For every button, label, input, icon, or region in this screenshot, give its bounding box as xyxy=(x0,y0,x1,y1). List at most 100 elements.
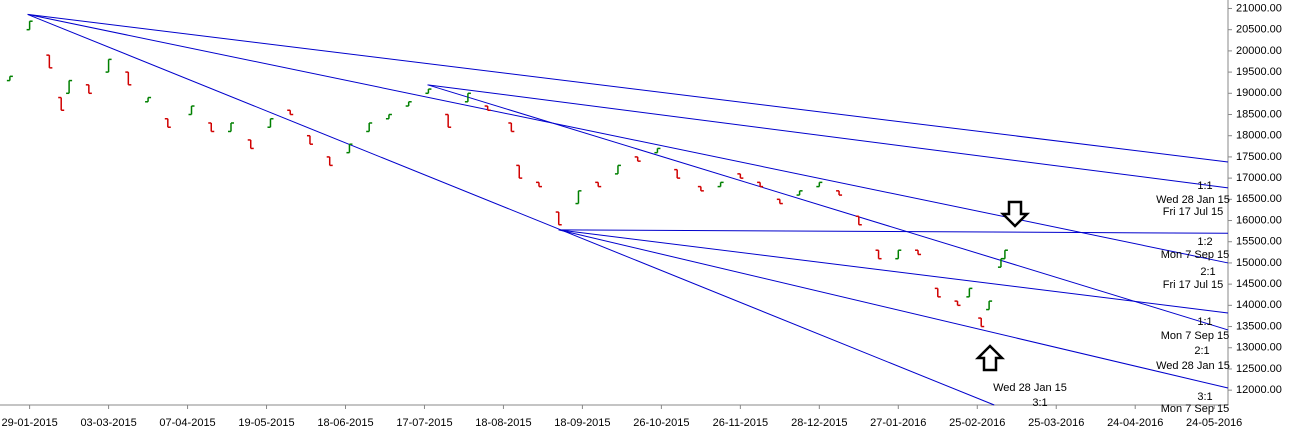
gann-label: Fri 17 Jul 15 xyxy=(1163,279,1224,291)
gann-label: Mon 7 Sep 15 xyxy=(1161,403,1230,415)
gann-label: 2:1 xyxy=(1194,345,1209,357)
x-tick-label: 26-10-2015 xyxy=(633,417,689,429)
price-bar xyxy=(915,249,922,256)
x-tick-label: 18-09-2015 xyxy=(554,417,610,429)
gann-label: 2:1 xyxy=(1200,266,1215,278)
price-bar xyxy=(267,117,274,128)
price-bar xyxy=(575,190,582,205)
x-tick-label: 24-05-2016 xyxy=(1186,417,1242,429)
gann-label: Mon 7 Sep 15 xyxy=(1161,330,1230,342)
price-bar xyxy=(145,96,152,103)
price-bar xyxy=(595,181,602,188)
y-tick-label: 20500.00 xyxy=(1236,24,1282,36)
gann-line xyxy=(27,13,995,406)
gann-line xyxy=(27,13,1229,264)
x-tick-label: 24-04-2016 xyxy=(1107,417,1163,429)
y-tick-label: 15500.00 xyxy=(1236,236,1282,248)
gann-label: 1:1 xyxy=(1197,316,1212,328)
price-bar xyxy=(757,181,764,188)
price-bar xyxy=(508,122,515,133)
gann-label: 3:1 xyxy=(1032,397,1047,409)
price-bar xyxy=(776,198,783,205)
price-bar xyxy=(954,300,961,307)
x-tick-label: 19-05-2015 xyxy=(238,417,294,429)
price-bar xyxy=(405,101,412,107)
price-bar xyxy=(796,190,803,196)
price-bar xyxy=(26,20,33,31)
price-bar xyxy=(614,164,621,175)
x-tick-label: 17-07-2015 xyxy=(396,417,452,429)
y-tick-label: 12500.00 xyxy=(1236,363,1282,375)
x-tick-label: 18-08-2015 xyxy=(475,417,531,429)
gann-line xyxy=(27,13,1229,163)
price-bar xyxy=(326,156,333,167)
price-bar xyxy=(895,249,902,260)
x-tick-label: 26-11-2015 xyxy=(713,417,768,429)
y-tick-label: 17000.00 xyxy=(1236,172,1282,184)
price-bar xyxy=(227,122,234,133)
price-bar xyxy=(535,181,542,188)
price-bar xyxy=(306,134,313,145)
gann-label: Wed 28 Jan 15 xyxy=(1156,194,1230,206)
y-tick-label: 13000.00 xyxy=(1236,342,1282,354)
price-bar xyxy=(855,215,862,226)
price-bar xyxy=(46,54,53,69)
y-tick-label: 15000.00 xyxy=(1236,257,1282,269)
x-tick-label: 25-02-2016 xyxy=(949,417,1005,429)
gann-label: 1:2 xyxy=(1197,236,1212,248)
price-bar xyxy=(697,185,704,192)
y-tick-label: 20000.00 xyxy=(1236,45,1282,57)
gann-line xyxy=(427,84,1229,189)
x-tick-label: 25-03-2016 xyxy=(1028,417,1084,429)
price-bar xyxy=(634,156,641,162)
y-tick-label: 14500.00 xyxy=(1236,278,1282,290)
price-bar xyxy=(287,109,294,116)
down-arrow xyxy=(999,200,1031,228)
price-bar xyxy=(385,113,392,120)
price-bar xyxy=(105,58,112,73)
price-bar xyxy=(836,190,843,196)
gann-label: Wed 28 Jan 15 xyxy=(993,382,1067,394)
x-tick-label: 03-03-2015 xyxy=(80,417,136,429)
price-bar xyxy=(464,92,471,103)
x-tick-label: 07-04-2015 xyxy=(159,417,215,429)
price-bar xyxy=(58,96,65,112)
y-tick-label: 19500.00 xyxy=(1236,66,1282,78)
price-bar xyxy=(654,147,661,154)
price-bar xyxy=(737,173,744,179)
price-bar xyxy=(986,300,993,311)
price-bar xyxy=(717,181,724,188)
price-bar xyxy=(188,105,195,116)
price-bar xyxy=(674,168,681,179)
price-bar xyxy=(208,122,215,133)
price-bar xyxy=(934,287,941,298)
gann-label: 1:1 xyxy=(1197,180,1212,192)
x-tick-label: 28-12-2015 xyxy=(791,417,847,429)
price-bar xyxy=(346,143,353,154)
up-arrow xyxy=(974,344,1006,372)
price-bar xyxy=(6,75,13,82)
gann-line xyxy=(427,84,1229,331)
plot-area xyxy=(6,13,1229,406)
y-tick-label: 19000.00 xyxy=(1236,87,1282,99)
price-bar xyxy=(966,287,973,298)
gann-label: Wed 28 Jan 15 xyxy=(1156,360,1230,372)
price-bar xyxy=(484,105,491,112)
gann-line xyxy=(558,229,1229,234)
gann-label: Mon 7 Sep 15 xyxy=(1161,249,1230,261)
price-bar xyxy=(555,211,562,226)
price-bar xyxy=(425,88,432,95)
gann-label: 3:1 xyxy=(1197,391,1212,403)
gann-label: Fri 17 Jul 15 xyxy=(1163,206,1224,218)
y-tick-label: 14000.00 xyxy=(1236,299,1282,311)
y-tick-label: 21000.00 xyxy=(1236,2,1282,14)
y-tick-label: 16000.00 xyxy=(1236,214,1282,226)
x-tick-label: 27-01-2016 xyxy=(870,417,926,429)
price-bar xyxy=(978,317,985,328)
y-tick-label: 12000.00 xyxy=(1236,384,1282,396)
price-bar xyxy=(125,71,132,86)
price-bar xyxy=(1001,249,1008,260)
price-bar xyxy=(85,84,92,95)
